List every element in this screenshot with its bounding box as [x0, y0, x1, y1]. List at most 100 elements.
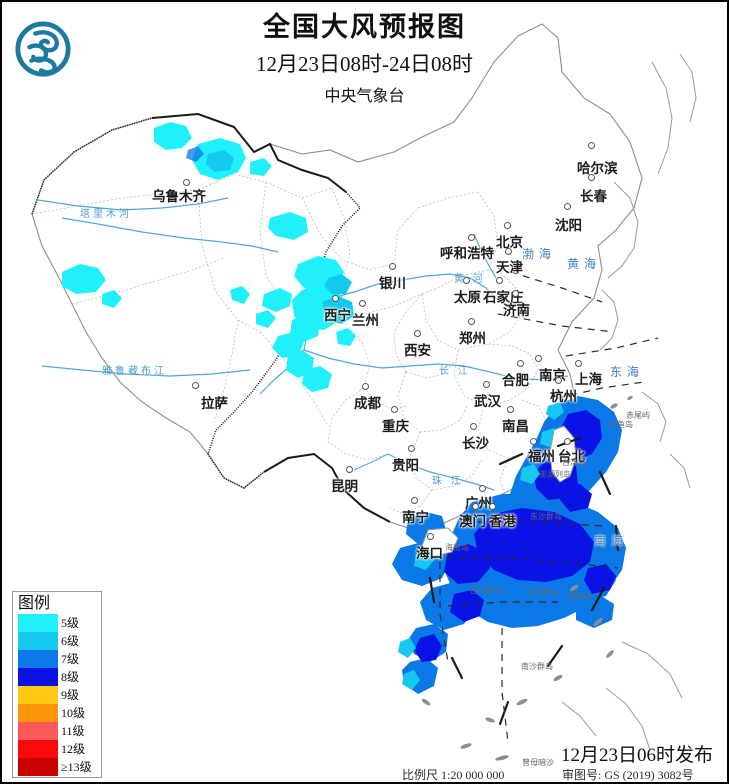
- island-label-曾母暗沙: 曾母暗沙: [522, 758, 554, 767]
- city-label-合肥: 合肥: [502, 373, 529, 388]
- island-label-赤尾屿: 赤尾屿: [626, 411, 650, 420]
- legend-row: 6级: [13, 632, 101, 650]
- legend-row: 7级: [13, 650, 101, 668]
- city-marker-dot: [564, 203, 571, 210]
- city-marker-dot: [332, 295, 339, 302]
- legend-row: 8级: [13, 668, 101, 686]
- city-marker-dot: [479, 485, 486, 492]
- city-label-哈尔滨: 哈尔滨: [577, 161, 618, 176]
- sea-label-南海: 南海: [594, 534, 629, 548]
- river-label-黄 河: 黄 河: [454, 274, 486, 285]
- city-marker-dot: [408, 445, 415, 452]
- city-marker-dot: [470, 423, 477, 430]
- city-marker-dot: [588, 174, 595, 181]
- city-label-西安: 西安: [404, 343, 431, 358]
- river-label-雅鲁藏布江: 雅鲁藏布江: [102, 366, 167, 377]
- city-marker-dot: [588, 142, 595, 149]
- city-label-郑州: 郑州: [459, 331, 486, 346]
- legend-title: 图例: [18, 595, 51, 612]
- city-label-北京: 北京: [496, 235, 523, 250]
- legend-swatch: [18, 740, 58, 758]
- city-marker-dot: [427, 533, 434, 540]
- city-label-呼和浩特: 呼和浩特: [440, 246, 494, 261]
- city-marker-dot: [362, 383, 369, 390]
- city-marker-dot: [463, 277, 470, 284]
- city-label-昆明: 昆明: [331, 479, 358, 494]
- city-marker-dot: [504, 222, 511, 229]
- city-label-上海: 上海: [575, 372, 602, 387]
- city-marker-dot: [507, 406, 514, 413]
- city-marker-dot: [535, 355, 542, 362]
- legend-row: ≥13级: [13, 758, 101, 776]
- legend-label: ≥13级: [61, 760, 92, 774]
- legend-swatch: [18, 704, 58, 722]
- city-marker-dot: [575, 360, 582, 367]
- city-marker-dot: [192, 382, 199, 389]
- city-marker-dot: [489, 503, 496, 510]
- legend-swatch: [18, 722, 58, 740]
- legend-row: 5级: [13, 614, 101, 632]
- city-label-台北: 台北: [558, 449, 585, 464]
- legend-swatch: [18, 614, 58, 632]
- city-label-武汉: 武汉: [474, 394, 501, 409]
- legend-swatch: [18, 758, 58, 776]
- city-label-福州: 福州: [528, 449, 555, 464]
- city-label-乌鲁木齐: 乌鲁木齐: [152, 189, 206, 204]
- city-label-南宁: 南宁: [402, 510, 429, 525]
- river-label-长 江: 长 江: [439, 366, 471, 377]
- legend-row: 9级: [13, 686, 101, 704]
- legend-label: 5级: [61, 616, 80, 630]
- wind-field-level6: [398, 402, 564, 690]
- city-label-海口: 海口: [416, 546, 443, 561]
- city-label-杭州: 杭州: [550, 389, 577, 404]
- city-label-西宁: 西宁: [324, 308, 351, 323]
- legend-label: 9级: [61, 688, 80, 702]
- city-label-济南: 济南: [503, 303, 530, 318]
- city-label-天津: 天津: [496, 260, 523, 275]
- wind-field-level5: [62, 122, 308, 308]
- city-label-长春: 长春: [580, 189, 607, 204]
- island-label-黄岩岛: 黄岩岛: [568, 592, 592, 601]
- legend-row: 10级: [13, 704, 101, 722]
- legend-swatch: [18, 686, 58, 704]
- city-marker-dot: [359, 300, 366, 307]
- city-label-重庆: 重庆: [382, 419, 409, 434]
- island-label-南沙群岛: 南沙群岛: [521, 662, 553, 671]
- national-border-dashed: [31, 117, 362, 489]
- legend-label: 11级: [61, 724, 85, 738]
- city-marker-dot: [472, 503, 479, 510]
- city-marker-dot: [391, 406, 398, 413]
- city-label-银川: 银川: [379, 276, 406, 291]
- city-marker-dot: [505, 248, 512, 255]
- island-label-台湾岛: 台湾岛: [562, 458, 586, 467]
- city-label-长沙: 长沙: [462, 436, 489, 451]
- city-label-广州: 广州: [465, 496, 492, 511]
- city-label-澳门: 澳门: [459, 514, 486, 529]
- legend-swatch: [18, 632, 58, 650]
- city-marker-dot: [517, 360, 524, 367]
- island-label-海南岛: 海南岛: [445, 543, 469, 552]
- city-label-沈阳: 沈阳: [555, 218, 582, 233]
- wind-field-qinghai: [230, 256, 356, 392]
- neighbor-coastlines: [561, 53, 697, 751]
- river-label-珠 江: 珠 江: [432, 476, 464, 487]
- city-marker-dot: [483, 381, 490, 388]
- island-label-澎湖列岛: 澎湖列岛: [539, 470, 571, 479]
- legend-row: 11级: [13, 722, 101, 740]
- sea-label-渤海: 渤海: [522, 247, 557, 261]
- cma-dragon-logo-icon: [15, 21, 71, 77]
- island-label-钓鱼岛: 钓鱼岛: [609, 420, 633, 429]
- city-marker-dot: [346, 466, 353, 473]
- legend-label: 7级: [61, 652, 80, 666]
- approval-number: 审图号: GS (2019) 3082号: [562, 768, 694, 782]
- legend-label: 12级: [61, 742, 86, 756]
- release-time: 12月23日06时发布: [560, 745, 713, 766]
- map-scale: 比例尺 1:20 000 000: [402, 768, 505, 782]
- legend-swatch: [18, 668, 58, 686]
- city-marker-dot: [530, 438, 537, 445]
- legend-rows: 5级 6级 7级 8级 9级 10级 11级 12级 ≥13级: [13, 614, 101, 776]
- island-label-东沙群岛: 东沙群岛: [530, 512, 562, 521]
